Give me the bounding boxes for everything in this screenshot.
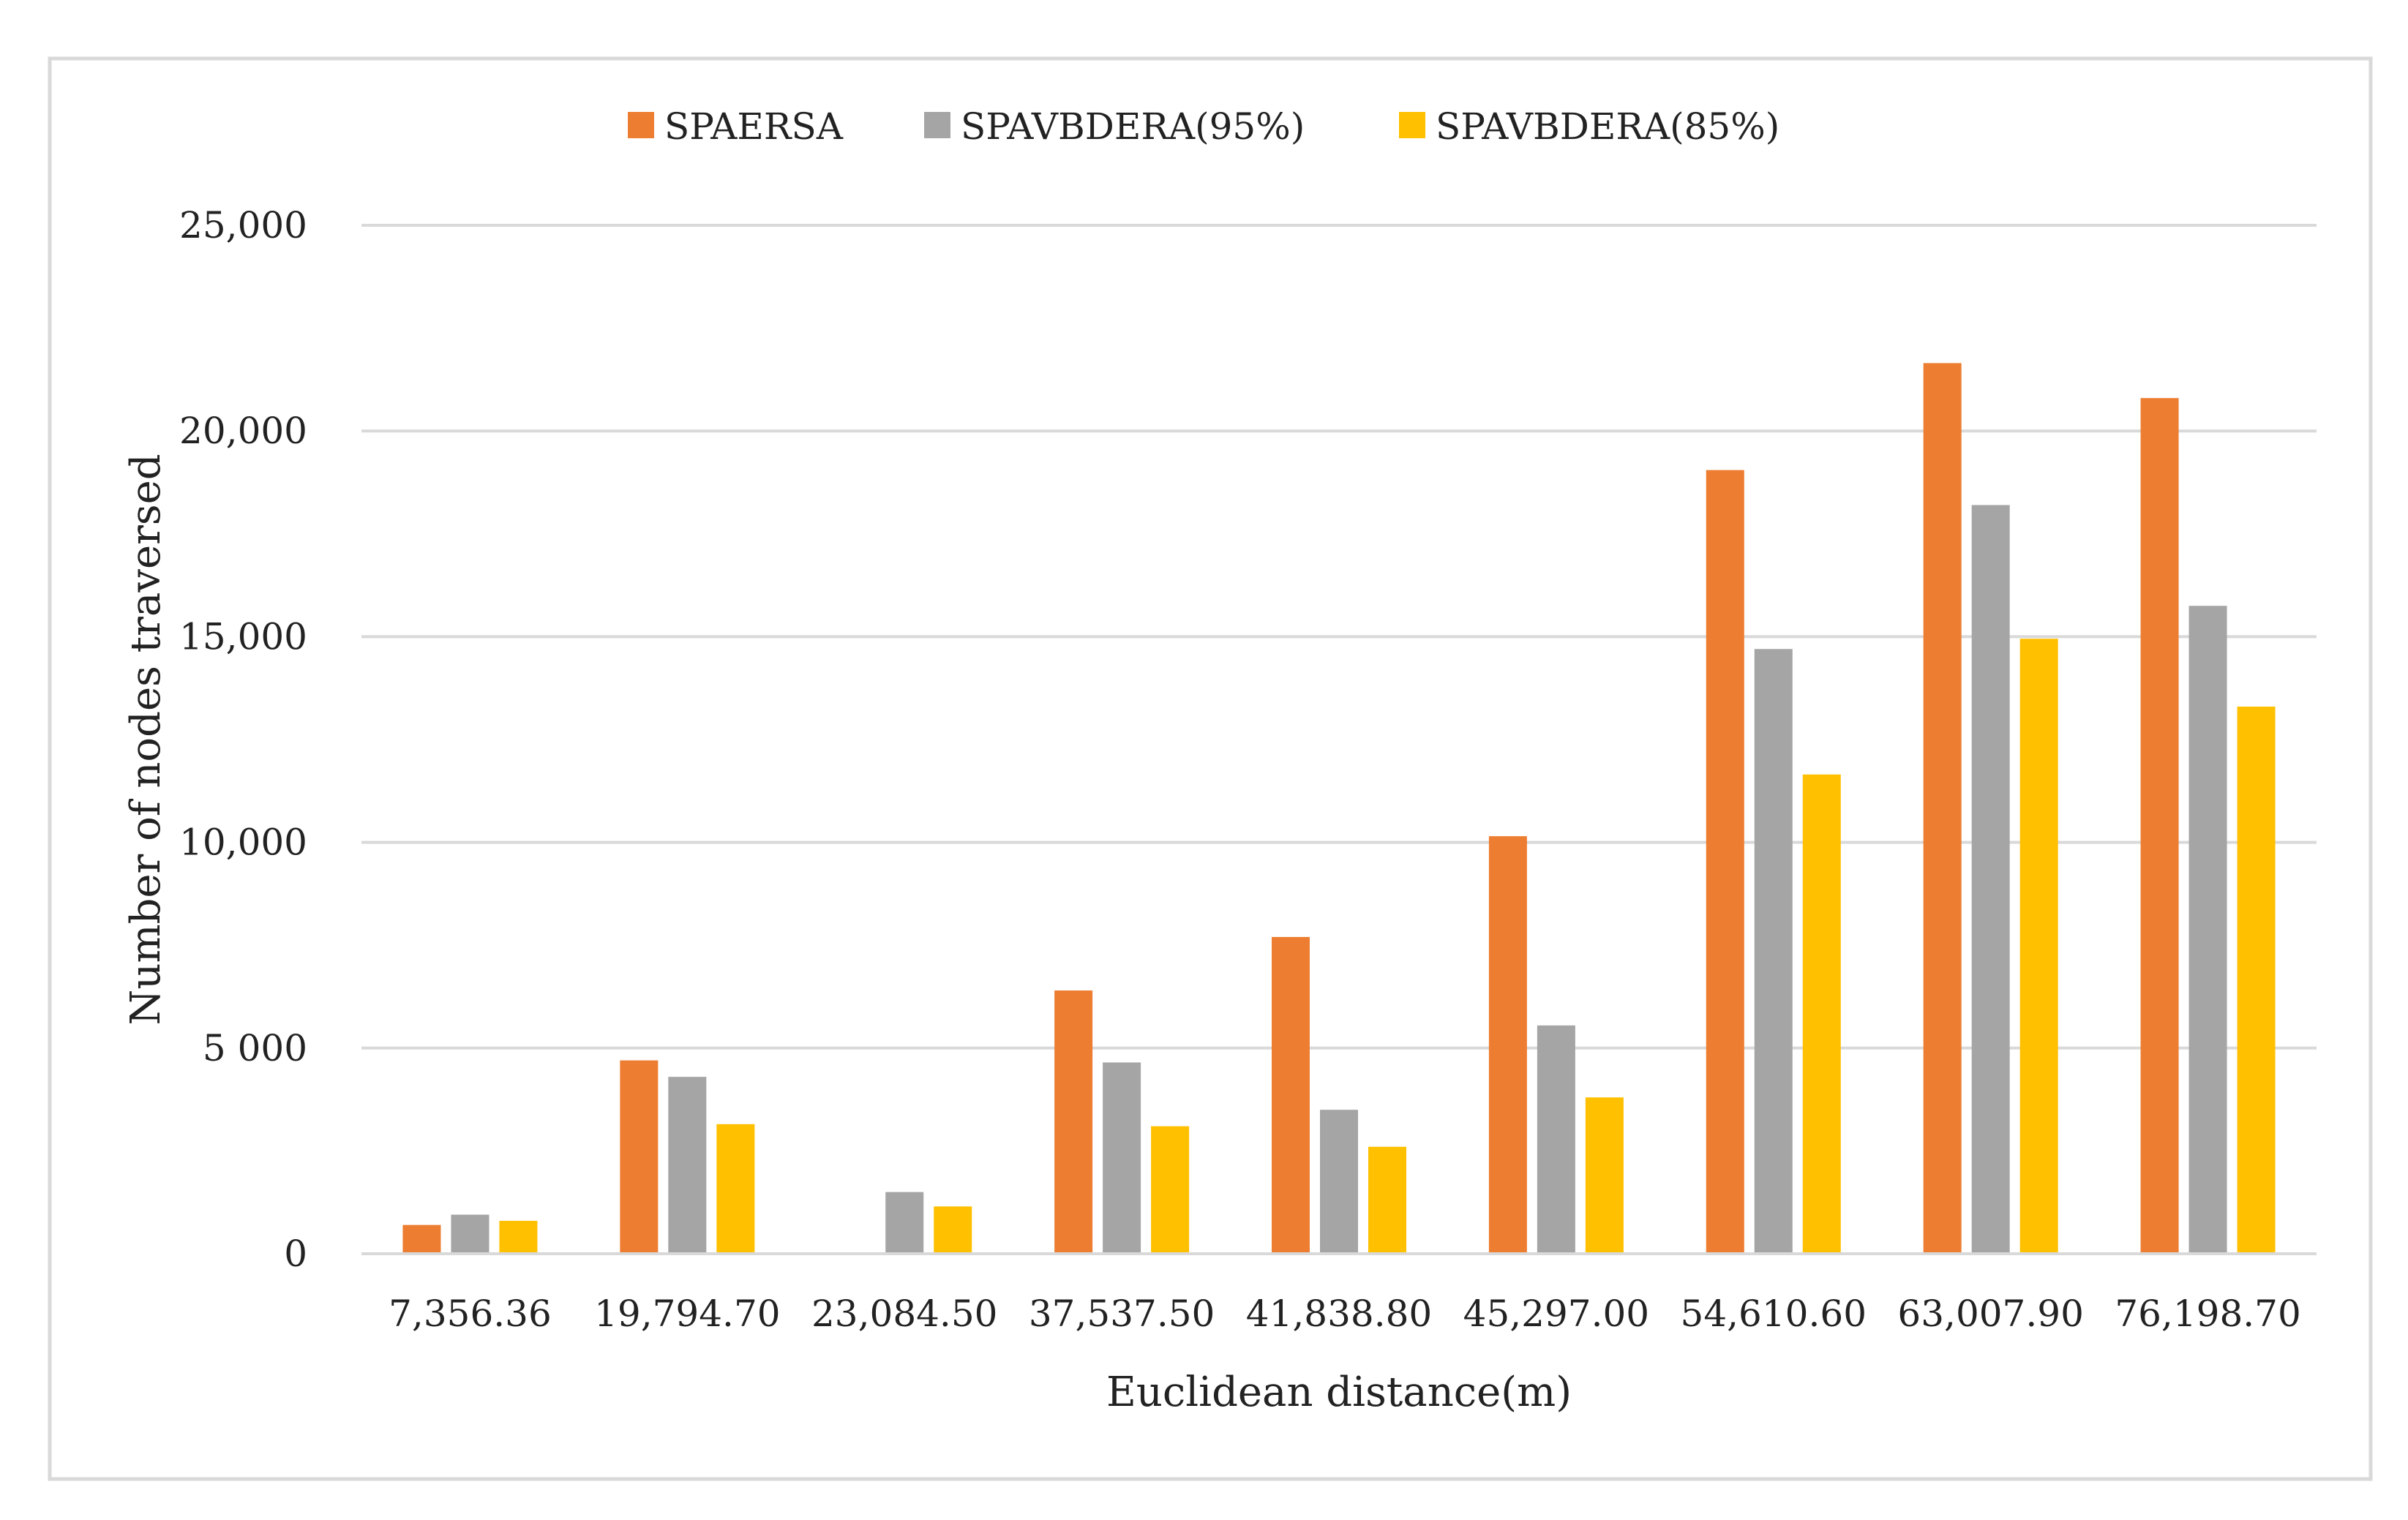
bar-spavbdera-95--3: [1103, 1062, 1141, 1254]
bar-spavbdera-85--5: [1585, 1097, 1624, 1254]
bars: [402, 363, 2276, 1254]
bar-spaersa-0: [402, 1224, 441, 1254]
bar-spavbdera-95--6: [1754, 649, 1793, 1254]
y-tick-label: 20,000: [179, 410, 307, 452]
bar-spavbdera-95--5: [1537, 1025, 1575, 1254]
y-tick-label: 15,000: [179, 615, 307, 658]
legend-label: SPAERSA: [664, 105, 844, 148]
bar-spavbdera-85--1: [716, 1124, 755, 1254]
x-tick-label: 23,084.50: [811, 1293, 997, 1335]
bar-spavbdera-85--7: [2019, 639, 2058, 1254]
bar-spavbdera-85--0: [499, 1221, 538, 1254]
bar-spavbdera-95--0: [451, 1214, 490, 1254]
bar-spavbdera-95--1: [668, 1077, 707, 1254]
x-tick-label: 41,838.80: [1246, 1293, 1432, 1335]
legend-label: SPAVBDERA(95%): [961, 105, 1305, 148]
y-axis-ticks: 0 5 000 10,000 15,000 20,000 25,000: [179, 204, 307, 1275]
legend-swatch: [1399, 112, 1425, 138]
legend: SPAERSA SPAVBDERA(95%) SPAVBDERA(85%): [628, 105, 1779, 148]
bar-spavbdera-95--8: [2188, 606, 2227, 1254]
y-tick-label: 5 000: [203, 1027, 307, 1069]
bar-spavbdera-85--6: [1802, 774, 1841, 1254]
bar-spavbdera-95--2: [885, 1192, 924, 1254]
bar-spavbdera-85--8: [2237, 707, 2276, 1254]
x-tick-label: 7,356.36: [389, 1293, 552, 1335]
x-tick-label: 45,297.00: [1463, 1293, 1649, 1335]
x-tick-label: 37,537.50: [1029, 1293, 1215, 1335]
x-tick-label: 76,198.70: [2115, 1293, 2300, 1335]
y-tick-label: 10,000: [179, 821, 307, 864]
x-tick-label: 63,007.90: [1897, 1293, 2083, 1335]
legend-label: SPAVBDERA(85%): [1436, 105, 1779, 148]
y-axis-title: Number of nodes traversed: [122, 454, 170, 1025]
bar-spavbdera-85--4: [1368, 1146, 1406, 1254]
bar-spaersa-4: [1272, 936, 1310, 1254]
bar-spavbdera-85--3: [1151, 1126, 1190, 1254]
bar-spaersa-8: [2140, 398, 2179, 1254]
x-axis-title: Euclidean distance(m): [1106, 1369, 1572, 1416]
bar-spaersa-5: [1488, 836, 1527, 1254]
bar-spavbdera-85--2: [934, 1206, 972, 1254]
legend-swatch: [628, 112, 654, 138]
y-tick-label: 25,000: [179, 204, 307, 247]
bar-spavbdera-95--7: [1971, 505, 2010, 1254]
y-tick-label: 0: [284, 1233, 307, 1275]
x-tick-label: 19,794.70: [594, 1293, 780, 1335]
bar-spavbdera-95--4: [1320, 1110, 1358, 1254]
bar-spaersa-1: [620, 1060, 659, 1254]
x-tick-label: 54,610.60: [1681, 1293, 1867, 1335]
bar-spaersa-6: [1706, 470, 1744, 1254]
x-axis-ticks: 7,356.36 19,794.70 23,084.50 37,537.50 41,83…: [389, 1293, 2301, 1335]
bar-spaersa-7: [1923, 363, 1962, 1254]
bar-spaersa-3: [1054, 990, 1093, 1254]
legend-swatch: [924, 112, 950, 138]
